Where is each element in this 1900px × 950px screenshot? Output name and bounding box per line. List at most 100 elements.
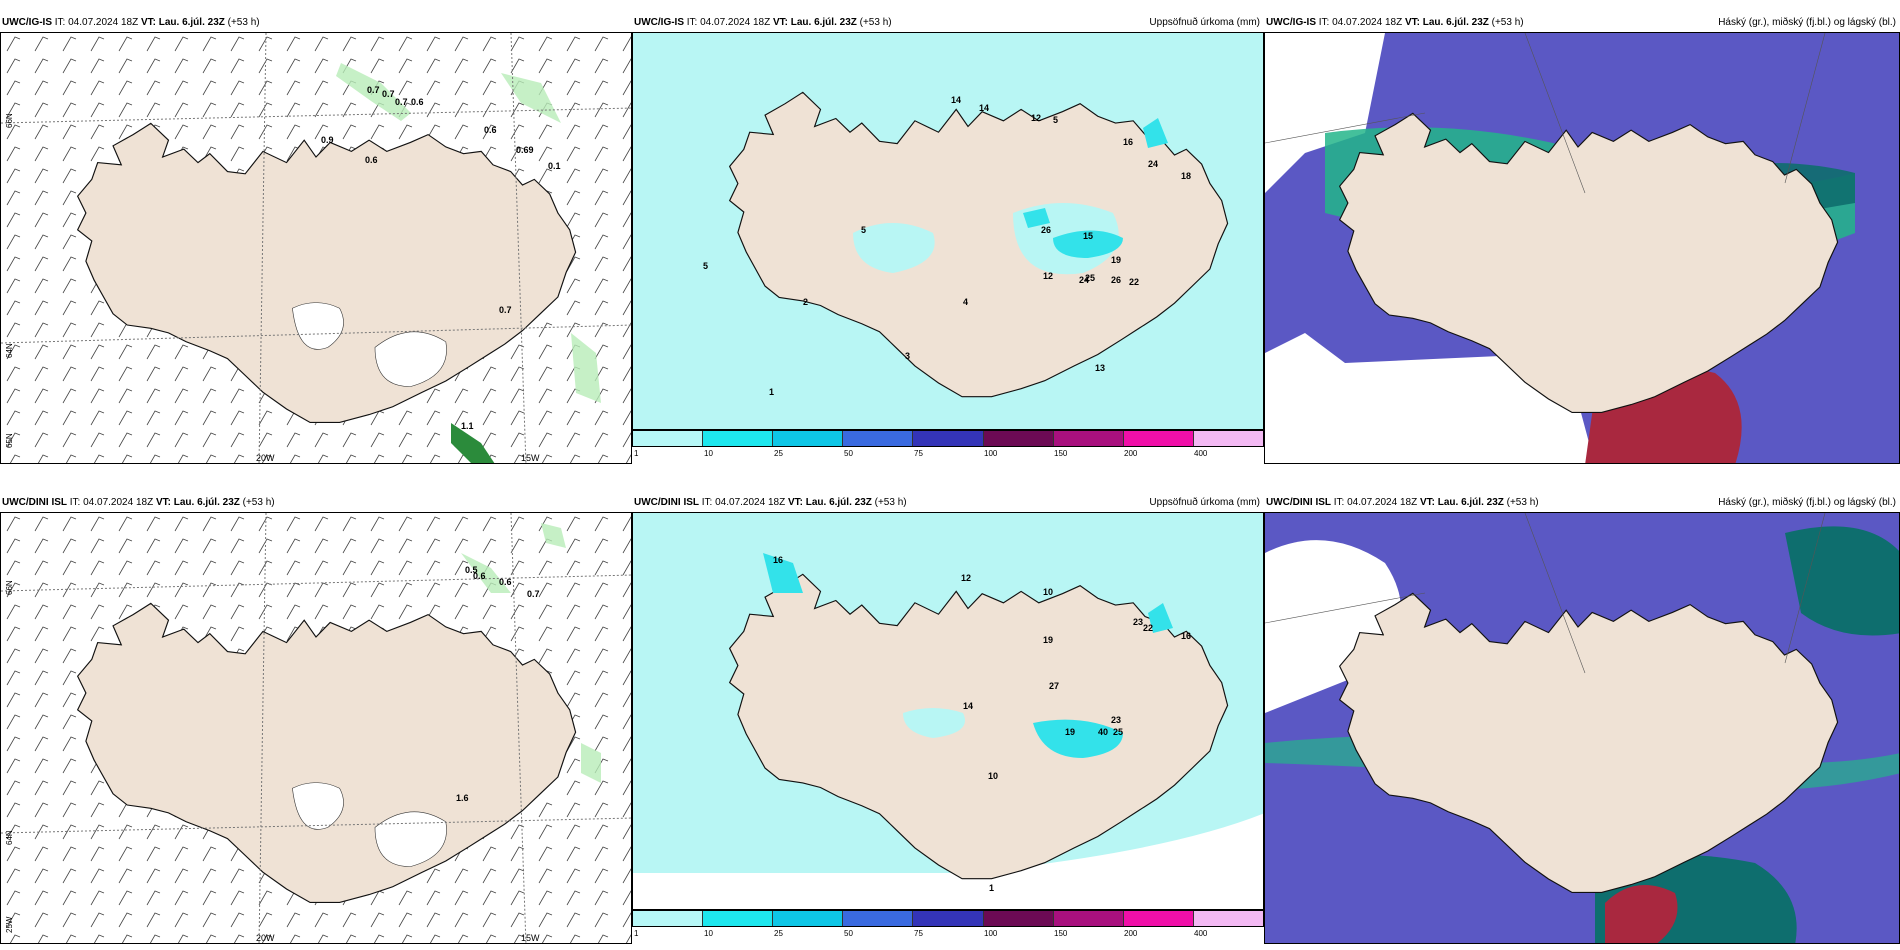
cloud-map-panel-row1: UWC/IG-IS IT: 04.07.2024 18Z VT: Lau. 6.…: [1264, 14, 1900, 464]
precip-map[interactable]: 14 14 12 16 24 18 26 15 19 12 25 24 26 2…: [632, 32, 1264, 430]
cloud-map[interactable]: [1264, 512, 1900, 944]
scale-tick: 1: [634, 449, 639, 458]
precip-value: 22: [1143, 623, 1154, 633]
wind-value: 0.7: [382, 89, 395, 99]
wind-map[interactable]: 66N 64N 65N 20W 15W 0.7 0.7 0.7 0.6 0.9 …: [0, 32, 632, 464]
scale-tick: 200: [1124, 929, 1138, 938]
precip-value: 23: [1133, 617, 1144, 627]
lon-label: 20W: [256, 453, 275, 463]
scale-tick: 25: [774, 449, 783, 458]
precip-value: 27: [1049, 681, 1060, 691]
scale-tick: 100: [984, 449, 998, 458]
precip-value: 12: [961, 573, 972, 583]
wind-value: 0.6: [411, 97, 424, 107]
scale-tick: 200: [1124, 449, 1138, 458]
scale-tick: 10: [704, 929, 713, 938]
precip-value: 2: [803, 297, 809, 307]
precip-value: 14: [979, 103, 990, 113]
precip-value: 10: [988, 771, 999, 781]
scale-bin: [633, 911, 704, 926]
precip-value: 5: [703, 261, 709, 271]
precip-map-panel-row1: UWC/IG-IS IT: 04.07.2024 18Z VT: Lau. 6.…: [632, 14, 1264, 464]
scale-bin: [703, 911, 774, 926]
scale-bin: [1193, 431, 1263, 446]
scale-tick: 75: [914, 449, 923, 458]
scale-tick: 150: [1054, 929, 1068, 938]
scale-tick: 10: [704, 449, 713, 458]
cloud-title: Háský (gr.), miðský (fj.bl.) og lágský (…: [1718, 17, 1896, 28]
cloud-map[interactable]: [1264, 32, 1900, 464]
precip-value: 5: [861, 225, 867, 235]
precip-value: 19: [1111, 255, 1122, 265]
scale-bin: [1053, 431, 1124, 446]
scale-tick: 150: [1054, 449, 1068, 458]
cloud-title: Háský (gr.), miðský (fj.bl.) og lágský (…: [1718, 497, 1896, 508]
scale-bin: [913, 911, 984, 926]
precip-title: Uppsöfnuð úrkoma (mm): [1149, 497, 1260, 508]
precip-value: 14: [963, 701, 974, 711]
precip-value: 5: [1053, 115, 1059, 125]
precip-value: 15: [1083, 231, 1094, 241]
lat-label: 25W: [5, 916, 14, 933]
lat-label: 64N: [5, 343, 14, 358]
lon-label: 15W: [521, 933, 540, 943]
wind-value: 0.5: [465, 565, 478, 575]
precip-map-panel-row2: UWC/DINI ISL IT: 04.07.2024 18Z VT: Lau.…: [632, 494, 1264, 946]
precip-value: 10: [1043, 587, 1054, 597]
wind-value: 0.69: [516, 145, 534, 155]
wind-value: 1.6: [456, 793, 469, 803]
lon-label: 20W: [256, 933, 275, 943]
precip-value: 3: [905, 351, 911, 361]
scale-bin: [843, 911, 914, 926]
scale-bin: [1053, 911, 1124, 926]
precip-value: 22: [1129, 277, 1140, 287]
scale-bin: [773, 431, 844, 446]
precip-value: 16: [1123, 137, 1134, 147]
precip-value: 14: [951, 95, 962, 105]
scale-tick: 400: [1194, 929, 1208, 938]
scale-bin: [843, 431, 914, 446]
wind-value: 0.1: [548, 161, 561, 171]
scale-tick: 50: [844, 449, 853, 458]
wind-value: 1.1: [461, 421, 474, 431]
wind-value: 0.7: [499, 305, 512, 315]
scale-bin: [1193, 911, 1263, 926]
precip-value: 18: [1181, 171, 1192, 181]
panel-header: UWC/IG-IS IT: 04.07.2024 18Z VT: Lau. 6.…: [2, 17, 260, 28]
wind-value: 0.9: [321, 135, 334, 145]
wind-map[interactable]: 66N 64N 25W 20W 15W 0.5 0.6 0.6 0.7 1.6: [0, 512, 632, 944]
precip-value: 26: [1041, 225, 1052, 235]
precip-value: 13: [1095, 363, 1106, 373]
panel-header: UWC/IG-IS IT: 04.07.2024 18Z VT: Lau. 6.…: [632, 14, 1264, 32]
precip-value: 1: [769, 387, 775, 397]
scale-bin: [703, 431, 774, 446]
precip-value: 1: [989, 883, 995, 893]
precip-value: 19: [1065, 727, 1076, 737]
scale-tick: 1: [634, 929, 639, 938]
scale-bin: [983, 911, 1054, 926]
precip-value: 19: [1043, 635, 1054, 645]
precip-value: 40: [1098, 727, 1109, 737]
wind-map-panel-row2: UWC/DINI ISL IT: 04.07.2024 18Z VT: Lau.…: [0, 494, 632, 946]
scale-tick: 100: [984, 929, 998, 938]
precip-value: 4: [963, 297, 969, 307]
scale-bin: [633, 431, 704, 446]
wind-map-panel-row1: UWC/IG-IS IT: 04.07.2024 18Z VT: Lau. 6.…: [0, 14, 632, 464]
panel-header: UWC/IG-IS IT: 04.07.2024 18Z VT: Lau. 6.…: [1264, 14, 1900, 32]
model-name: UWC/DINI ISL: [2, 497, 67, 508]
precip-value: 23: [1111, 715, 1122, 725]
lat-label: 65N: [5, 433, 14, 448]
lat-label: 66N: [5, 580, 14, 595]
precip-value: 24: [1079, 275, 1090, 285]
precip-map[interactable]: 16 12 10 23 22 16 19 27 14 19 40 25 23 1…: [632, 512, 1264, 910]
scale-bin: [1123, 431, 1194, 446]
precip-title: Uppsöfnuð úrkoma (mm): [1149, 17, 1260, 28]
cloud-map-panel-row2: UWC/DINI ISL IT: 04.07.2024 18Z VT: Lau.…: [1264, 494, 1900, 946]
lon-label: 15W: [521, 453, 540, 463]
wind-value: 0.6: [473, 571, 486, 581]
precip-value: 24: [1148, 159, 1159, 169]
wind-value: 0.6: [499, 577, 512, 587]
scale-bin: [773, 911, 844, 926]
lat-label: 64N: [5, 830, 14, 845]
wind-value: 0.6: [365, 155, 378, 165]
